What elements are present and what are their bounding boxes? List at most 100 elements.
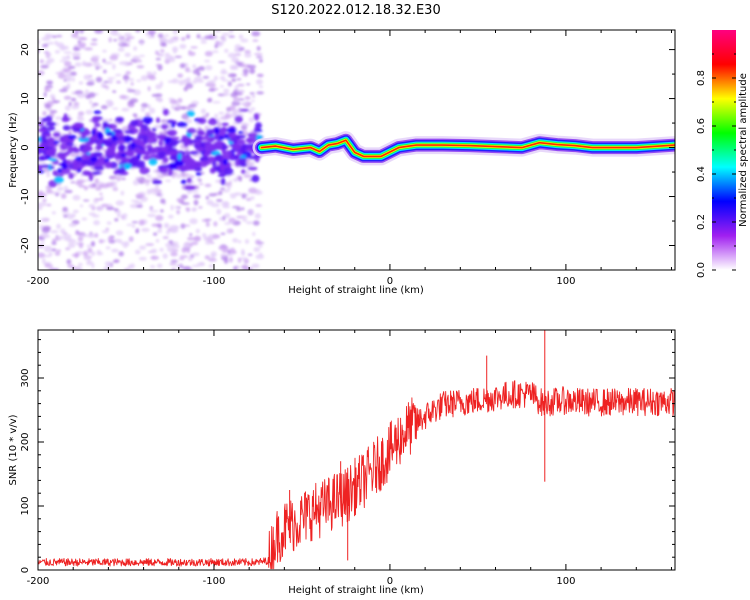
noise-speckle <box>157 97 163 103</box>
noise-speckle <box>177 98 183 103</box>
noise-blob <box>186 127 197 134</box>
noise-speckle <box>204 35 213 40</box>
noise-speckle <box>216 234 221 239</box>
noise-speckle <box>255 239 262 245</box>
noise-speckle <box>151 223 161 227</box>
noise-blob <box>103 161 112 166</box>
noise-speckle <box>168 240 174 244</box>
noise-speckle <box>185 105 191 111</box>
noise-speckle <box>86 81 95 86</box>
noise-blob <box>142 116 153 124</box>
noise-blob <box>135 140 145 147</box>
noise-speckle <box>255 79 263 85</box>
noise-speckle <box>154 125 163 129</box>
noise-blob <box>38 170 45 174</box>
noise-speckle <box>166 39 174 44</box>
noise-speckle <box>119 94 127 100</box>
noise-blob <box>181 135 188 142</box>
noise-speckle <box>222 36 227 42</box>
noise-speckle <box>117 36 123 41</box>
noise-speckle <box>170 251 178 257</box>
noise-speckle <box>166 230 170 235</box>
noise-speckle <box>71 105 80 110</box>
noise-speckle <box>81 217 88 221</box>
noise-speckle <box>234 192 242 196</box>
noise-speckle <box>215 179 220 183</box>
noise-speckle <box>183 224 191 227</box>
noise-speckle <box>79 204 84 208</box>
noise-speckle <box>117 212 121 218</box>
noise-speckle <box>123 33 132 37</box>
noise-blob <box>107 123 118 130</box>
noise-speckle <box>44 254 52 258</box>
noise-blob <box>80 134 87 139</box>
spectrogram-x-axis-label: Height of straight line (km) <box>288 285 424 296</box>
noise-speckle <box>175 102 181 108</box>
colorbar: 0.0 0.2 0.4 0.6 0.8 Normalized spectral ampl… <box>696 30 749 278</box>
noise-speckle <box>112 260 120 263</box>
noise-speckle <box>219 217 223 221</box>
noise-speckle <box>237 61 243 67</box>
noise-speckle <box>70 71 77 76</box>
noise-blob <box>93 165 105 171</box>
noise-blob <box>158 139 164 147</box>
noise-speckle <box>131 221 139 224</box>
noise-speckle <box>155 84 162 90</box>
noise-blob <box>112 129 123 133</box>
noise-speckle <box>161 173 171 177</box>
spectrogram-x-tick-label: -100 <box>203 276 226 287</box>
spectrogram-y-tick-label: 10 <box>20 92 31 105</box>
noise-blob <box>40 164 50 168</box>
noise-speckle <box>147 36 156 39</box>
noise-speckle <box>239 257 249 261</box>
noise-blob <box>184 150 190 154</box>
snr-panel: -200 -100 0 100 0 100 200 300 Height of straigh… <box>8 329 676 596</box>
noise-speckle <box>66 83 71 88</box>
noise-blob <box>59 142 69 151</box>
noise-blob <box>75 156 83 162</box>
noise-speckle <box>248 187 258 194</box>
noise-speckle <box>128 236 134 243</box>
noise-speckle <box>191 208 197 212</box>
noise-speckle <box>239 102 248 106</box>
noise-speckle <box>89 119 93 122</box>
noise-speckle <box>210 241 215 244</box>
noise-speckle <box>166 246 175 253</box>
noise-speckle <box>124 52 131 57</box>
noise-speckle <box>147 86 151 92</box>
colorbar-tick-label: 0.6 <box>696 118 707 134</box>
noise-blob <box>73 163 81 170</box>
noise-speckle <box>56 249 62 252</box>
noise-speckle <box>155 57 161 61</box>
noise-speckle <box>207 98 212 103</box>
noise-speckle <box>112 90 117 93</box>
noise-speckle <box>112 184 118 190</box>
noise-speckle <box>200 108 206 114</box>
noise-speckle <box>229 30 234 34</box>
noise-speckle <box>169 263 177 266</box>
noise-speckle <box>171 104 175 110</box>
noise-speckle <box>63 79 67 82</box>
noise-blob <box>145 144 153 149</box>
noise-speckle <box>198 66 205 71</box>
noise-speckle <box>238 175 242 182</box>
noise-speckle <box>248 210 254 215</box>
noise-speckle <box>90 42 98 46</box>
noise-blob <box>124 150 134 156</box>
noise-speckle <box>40 217 49 223</box>
noise-speckle <box>245 197 252 201</box>
noise-speckle <box>254 213 261 219</box>
noise-speckle <box>230 111 238 118</box>
noise-speckle <box>115 230 124 236</box>
noise-speckle <box>237 83 245 87</box>
noise-speckle <box>141 103 149 108</box>
noise-speckle <box>182 266 192 270</box>
noise-speckle <box>256 91 265 95</box>
noise-speckle <box>95 187 102 191</box>
snr-frame <box>37 329 676 571</box>
noise-speckle <box>78 242 84 249</box>
noise-speckle <box>134 249 141 255</box>
noise-speckle <box>38 202 48 207</box>
noise-speckle <box>232 238 239 243</box>
noise-blob <box>119 144 126 152</box>
